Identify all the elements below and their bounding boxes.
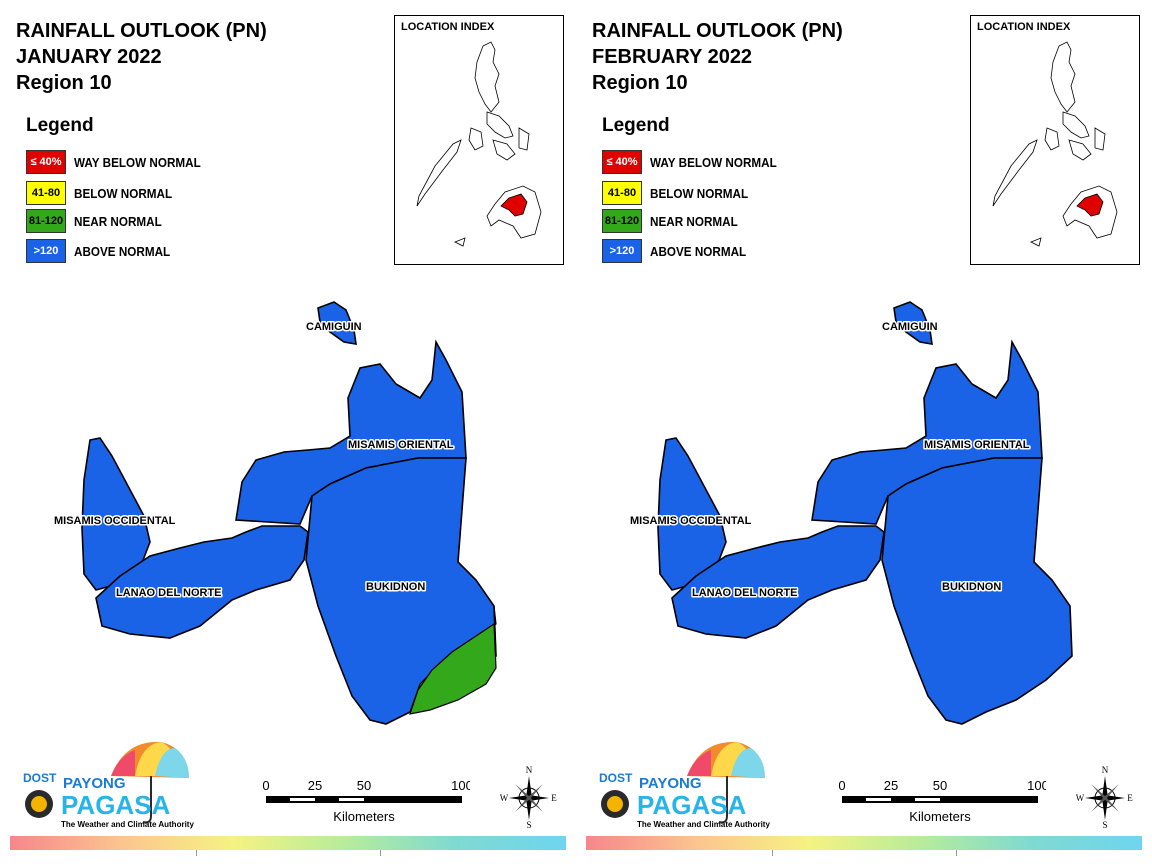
label-lanao-del-norte: LANAO DEL NORTE (116, 587, 222, 599)
logo-pagasa: PAGASA (61, 790, 171, 820)
legend-label: WAY BELOW NORMAL (74, 154, 201, 170)
compass-e: E (1127, 793, 1133, 803)
scale-tick-label: 25 (884, 778, 898, 793)
title-line-3: Region 10 (16, 72, 112, 94)
compass-e: E (551, 793, 557, 803)
outlook-panel-january: RAINFALL OUTLOOK (PN) JANUARY 2022 Regio… (10, 15, 566, 856)
logo-dost: DOST (599, 771, 633, 785)
map-title: RAINFALL OUTLOOK (PN) FEBRUARY 2022 Regi… (592, 18, 843, 96)
location-index-title: LOCATION INDEX (977, 21, 1071, 33)
legend-item-below: 41-80 BELOW NORMAL (602, 180, 759, 206)
label-misamis-occidental: MISAMIS OCCIDENTAL (630, 515, 752, 527)
scale-unit: Kilometers (909, 809, 971, 824)
legend-title: Legend (602, 115, 670, 136)
compass-s: S (526, 820, 531, 830)
compass-s: S (1102, 820, 1107, 830)
legend-label: WAY BELOW NORMAL (650, 154, 777, 170)
label-lanao-del-norte: LANAO DEL NORTE (692, 587, 798, 599)
legend-label: BELOW NORMAL (74, 185, 173, 201)
province-bukidnon (881, 457, 1073, 725)
compass-w: W (1076, 793, 1085, 803)
label-misamis-oriental: MISAMIS ORIENTAL (924, 439, 1030, 451)
legend-swatch: ≤ 40% (602, 150, 642, 174)
compass-rose: N S W E (1076, 764, 1134, 830)
region-map: CAMIGUIN MISAMIS ORIENTAL MISAMIS OCCIDE… (53, 301, 497, 725)
legend-label: ABOVE NORMAL (650, 243, 747, 259)
compass-n: N (526, 765, 533, 775)
region-map: CAMIGUIN MISAMIS ORIENTAL MISAMIS OCCIDE… (629, 301, 1073, 725)
province-camiguin (317, 301, 357, 345)
legend-item-above-normal: >120 ABOVE NORMAL (26, 238, 181, 264)
region-10-highlight (500, 193, 528, 217)
pagasa-logo: DOST PAYONG PAGASA The Weather and Clima… (15, 738, 195, 833)
strip-tick (956, 850, 957, 856)
region-10-highlight (1076, 193, 1104, 217)
philippines-index-map (416, 41, 542, 247)
title-line-2: FEBRUARY 2022 (592, 46, 753, 68)
philippines-index-map (992, 41, 1118, 247)
legend-item-way-below: ≤ 40% WAY BELOW NORMAL (26, 149, 215, 175)
color-strip (586, 836, 1142, 850)
label-misamis-occidental: MISAMIS OCCIDENTAL (54, 515, 176, 527)
scale-bar: 0 25 50 100 Kilometers (836, 776, 1048, 826)
pagasa-logo: DOST PAYONG PAGASA The Weather and Clima… (591, 738, 771, 833)
near-normal-zone-main (409, 622, 497, 715)
logo-tagline: The Weather and Climate Authority (637, 820, 770, 829)
scale-tick-label: 50 (357, 778, 371, 793)
legend-label: NEAR NORMAL (650, 213, 738, 229)
scale-unit: Kilometers (333, 809, 395, 824)
compass-rose: N S W E (500, 764, 558, 830)
legend-swatch: ≤ 40% (26, 150, 66, 174)
legend-swatch: 41-80 (26, 181, 66, 205)
legend-swatch: 81-120 (602, 209, 642, 233)
label-misamis-oriental: MISAMIS ORIENTAL (348, 439, 454, 451)
map-title: RAINFALL OUTLOOK (PN) JANUARY 2022 Regio… (16, 18, 267, 96)
label-bukidnon: BUKIDNON (942, 581, 1001, 593)
province-camiguin (893, 301, 933, 345)
location-index-title: LOCATION INDEX (401, 21, 495, 33)
logo-payong: PAYONG (639, 775, 702, 792)
compass-w: W (500, 793, 509, 803)
scale-tick-label: 0 (838, 778, 845, 793)
logo-dost: DOST (23, 771, 57, 785)
scale-tick-label: 50 (933, 778, 947, 793)
scale-bar: 0 25 50 100 Kilometers (260, 776, 472, 826)
label-bukidnon: BUKIDNON (366, 581, 425, 593)
legend-swatch: 41-80 (602, 181, 642, 205)
label-camiguin: CAMIGUIN (882, 321, 938, 333)
logo-pagasa: PAGASA (637, 790, 747, 820)
legend-swatch: >120 (26, 239, 66, 263)
legend-title: Legend (26, 115, 94, 136)
outlook-panel-february: RAINFALL OUTLOOK (PN) FEBRUARY 2022 Regi… (576, 0, 1152, 864)
logo-tagline: The Weather and Climate Authority (61, 820, 194, 829)
title-line-1: RAINFALL OUTLOOK (PN) (592, 20, 843, 42)
location-index: LOCATION INDEX (970, 15, 1140, 265)
scale-tick-label: 25 (308, 778, 322, 793)
location-index: LOCATION INDEX (394, 15, 564, 265)
strip-tick (772, 850, 773, 856)
compass-n: N (1102, 765, 1109, 775)
legend-label: NEAR NORMAL (74, 213, 162, 229)
scale-tick-label: 0 (262, 778, 269, 793)
legend-item-way-below: ≤ 40% WAY BELOW NORMAL (602, 149, 791, 175)
legend-item-below: 41-80 BELOW NORMAL (26, 180, 183, 206)
scale-tick-label: 100 (1027, 778, 1046, 793)
legend-label: BELOW NORMAL (650, 185, 749, 201)
title-line-3: Region 10 (592, 72, 688, 94)
legend-swatch: 81-120 (26, 209, 66, 233)
strip-tick (380, 850, 381, 856)
legend-item-above-normal: >120 ABOVE NORMAL (602, 238, 757, 264)
title-line-1: RAINFALL OUTLOOK (PN) (16, 20, 267, 42)
logo-payong: PAYONG (63, 775, 126, 792)
label-camiguin: CAMIGUIN (306, 321, 362, 333)
color-strip (10, 836, 566, 850)
legend-item-near-normal: 81-120 NEAR NORMAL (26, 208, 172, 234)
legend-item-near-normal: 81-120 NEAR NORMAL (602, 208, 748, 234)
scale-tick-label: 100 (451, 778, 470, 793)
strip-tick (196, 850, 197, 856)
legend-label: ABOVE NORMAL (74, 243, 171, 259)
title-line-2: JANUARY 2022 (16, 46, 162, 68)
legend-swatch: >120 (602, 239, 642, 263)
